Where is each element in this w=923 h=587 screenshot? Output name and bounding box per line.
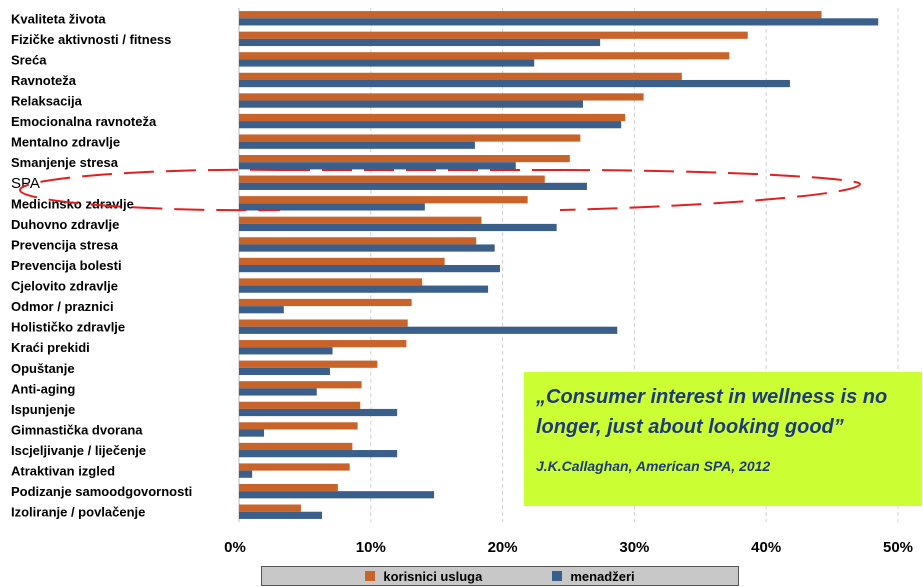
category-label: Mentalno zdravlje xyxy=(11,135,120,150)
category-label: Fizičke aktivnosti / fitness xyxy=(11,32,171,47)
bar-korisnici xyxy=(239,340,407,348)
category-label: Izoliranje / povlačenje xyxy=(11,505,145,520)
bar-korisnici xyxy=(239,11,822,19)
bar-korisnici xyxy=(239,504,301,512)
category-label: Odmor / praznici xyxy=(11,299,114,314)
legend-item-menadzeri: menadžeri xyxy=(552,568,635,584)
bar-menadzeri xyxy=(239,491,435,499)
bar-korisnici xyxy=(239,401,361,409)
bar-korisnici xyxy=(239,298,412,307)
bar-korisnici xyxy=(239,381,362,389)
category-label: Relaksacija xyxy=(11,94,83,109)
bar-menadzeri xyxy=(239,285,489,293)
category-label: Prevencija bolesti xyxy=(11,258,122,273)
category-label: Atraktivan izgled xyxy=(11,464,115,479)
bar-korisnici xyxy=(239,483,338,492)
bar-korisnici xyxy=(239,175,545,183)
legend-item-korisnici: korisnici usluga xyxy=(365,569,482,584)
bar-korisnici xyxy=(239,52,730,60)
category-label: Holističko zdravlje xyxy=(11,320,125,335)
bar-menadzeri xyxy=(239,162,516,170)
bar-korisnici xyxy=(239,237,477,245)
bar-korisnici xyxy=(239,72,682,80)
bar-menadzeri xyxy=(239,511,323,519)
bar-korisnici xyxy=(239,422,358,430)
bar-korisnici xyxy=(239,257,445,265)
spa-highlight-ellipse xyxy=(18,168,862,212)
bar-menadzeri xyxy=(239,470,253,478)
bar-menadzeri xyxy=(239,59,535,67)
x-tick-label: 50% xyxy=(883,539,913,556)
bar-korisnici xyxy=(239,196,528,204)
category-label: Opuštanje xyxy=(11,361,75,376)
category-label: Duhovno zdravlje xyxy=(11,217,119,232)
bar-korisnici xyxy=(239,134,581,142)
category-label: Iscjeljivanje / liječenje xyxy=(11,443,146,458)
bar-menadzeri xyxy=(239,429,265,437)
bar-menadzeri xyxy=(239,347,333,355)
bar-korisnici xyxy=(239,31,748,39)
bar-korisnici xyxy=(239,442,353,451)
legend-label-menadzeri: menadžeri xyxy=(570,568,635,584)
bar-korisnici xyxy=(239,93,644,101)
category-label: SPA xyxy=(11,175,40,192)
category-label: Smanjenje stresa xyxy=(11,155,119,170)
bar-korisnici xyxy=(239,216,482,224)
x-tick-label: 40% xyxy=(751,539,781,556)
category-label: Kvaliteta života xyxy=(11,11,106,26)
category-label: Emocionalna ravnoteža xyxy=(11,114,157,129)
bar-menadzeri xyxy=(239,265,500,273)
bar-menadzeri xyxy=(239,121,622,129)
category-label: Sreća xyxy=(11,52,47,67)
legend-swatch-korisnici xyxy=(365,571,376,581)
bar-korisnici xyxy=(239,319,408,327)
bar-menadzeri xyxy=(239,244,495,252)
bar-menadzeri xyxy=(239,306,284,314)
legend-swatch-menadzeri xyxy=(552,571,563,581)
bar-korisnici xyxy=(239,360,378,368)
x-tick-labels: 0% 10% 20% 30% 40% 50% xyxy=(224,539,913,556)
bar-menadzeri xyxy=(239,408,398,417)
x-tick-label: 10% xyxy=(356,539,386,556)
bar-menadzeri xyxy=(239,18,879,26)
category-label: Ravnoteža xyxy=(11,73,77,88)
category-label: Kraći prekidi xyxy=(11,340,90,355)
bar-menadzeri xyxy=(239,182,587,190)
bar-menadzeri xyxy=(239,38,601,47)
category-label: Anti-aging xyxy=(11,381,75,396)
bar-menadzeri xyxy=(239,326,618,334)
x-tick-label: 0% xyxy=(224,539,246,556)
category-label: Ispunjenje xyxy=(11,402,75,417)
category-label: Cjelovito zdravlje xyxy=(11,279,118,294)
bar-korisnici xyxy=(239,155,570,163)
x-tick-label: 20% xyxy=(488,539,518,556)
bar-menadzeri xyxy=(239,79,790,88)
category-label: Podizanje samoodgovornosti xyxy=(11,484,192,499)
bar-menadzeri xyxy=(239,141,475,149)
bar-menadzeri xyxy=(239,388,317,396)
bars xyxy=(239,11,879,519)
category-label: Prevencija stresa xyxy=(11,237,119,252)
bar-menadzeri xyxy=(239,367,330,375)
bar-menadzeri xyxy=(239,450,398,458)
bar-menadzeri xyxy=(239,203,425,211)
category-label: Gimnastička dvorana xyxy=(11,422,143,437)
quote-box: „Consumer interest in wellness is no lon… xyxy=(524,372,922,506)
bar-korisnici xyxy=(239,113,626,122)
bar-korisnici xyxy=(239,463,350,471)
legend-label-korisnici: korisnici usluga xyxy=(383,568,483,584)
quote-text: „Consumer interest in wellness is no lon… xyxy=(536,386,888,438)
bar-korisnici xyxy=(239,278,423,286)
bar-menadzeri xyxy=(239,223,557,232)
quote-source: J.K.Callaghan, American SPA, 2012 xyxy=(536,458,771,474)
category-labels: Kvaliteta života Fizičke aktivnosti / fit… xyxy=(11,11,192,519)
x-tick-label: 30% xyxy=(619,539,649,556)
category-label: Medicinsko zdravlje xyxy=(11,196,134,211)
legend: korisnici usluga menadžeri xyxy=(261,566,739,586)
bar-menadzeri xyxy=(239,100,583,108)
